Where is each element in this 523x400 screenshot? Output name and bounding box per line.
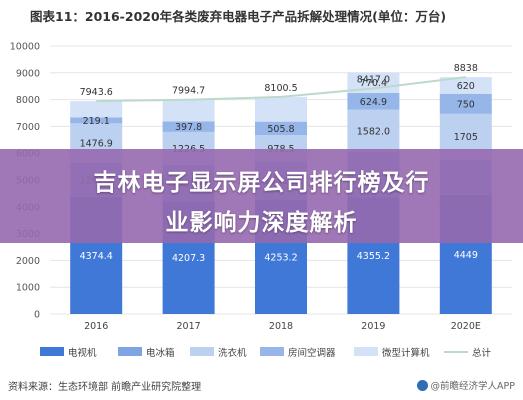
data-label: 1582.0 bbox=[357, 126, 390, 137]
total-line bbox=[96, 76, 466, 103]
bar-segment bbox=[347, 109, 400, 153]
bar-segment bbox=[439, 77, 492, 94]
data-label: 770.4 bbox=[360, 78, 387, 89]
legend-swatch bbox=[260, 347, 284, 356]
legend-label: 总计 bbox=[472, 347, 492, 359]
brand-credit: @前瞻经济学人APP bbox=[416, 378, 515, 392]
data-label: 505.8 bbox=[267, 124, 294, 135]
data-label: 219.1 bbox=[83, 116, 110, 127]
y-tick-label: 10000 bbox=[10, 42, 40, 53]
total-label: 8100.5 bbox=[264, 83, 297, 94]
y-tick-label: 2000 bbox=[16, 256, 40, 267]
legend-swatch bbox=[190, 347, 214, 356]
bar-segment bbox=[162, 99, 215, 122]
y-tick-label: 8000 bbox=[16, 95, 40, 106]
brand-logo-icon bbox=[416, 380, 428, 391]
source-note: 资料来源：生态环境部 前瞻产业研究院整理 bbox=[8, 382, 202, 393]
bar-segment bbox=[70, 101, 123, 118]
data-label: 4207.3 bbox=[172, 253, 205, 264]
data-label: 4253.2 bbox=[264, 253, 297, 264]
y-tick-label: 0 bbox=[34, 310, 40, 321]
bar-segment bbox=[255, 96, 307, 122]
brand-text: @前瞻经济学人APP bbox=[430, 381, 515, 392]
data-label: 4374.4 bbox=[80, 251, 113, 262]
x-tick-label: 2018 bbox=[269, 321, 293, 332]
legend-label: 微型计算机 bbox=[382, 347, 430, 359]
bar-segment bbox=[439, 93, 492, 114]
x-tick-label: 2017 bbox=[177, 321, 201, 332]
overlay-banner bbox=[0, 149, 523, 243]
legend-label: 房间空调器 bbox=[288, 347, 336, 359]
data-labels: 4374.41262.91476.9219.17943.64207.31359.… bbox=[80, 63, 478, 264]
x-axis: 2016 2017 2018 2019 2020E bbox=[84, 321, 481, 332]
total-label: 7943.6 bbox=[80, 87, 113, 98]
data-label: 4355.2 bbox=[357, 251, 390, 262]
x-tick-label: 2020E bbox=[451, 321, 481, 332]
y-tick-label: 9000 bbox=[16, 68, 40, 79]
chart-title: 图表11：2016-2020年各类废弃电器电子产品拆解处理情况(单位：万台) bbox=[30, 9, 447, 24]
bar-segment bbox=[162, 121, 215, 132]
legend-label: 洗衣机 bbox=[218, 347, 247, 359]
data-label: 620 bbox=[457, 81, 475, 92]
legend-swatch bbox=[354, 347, 378, 356]
y-tick-label: 7000 bbox=[16, 122, 40, 133]
total-label: 8838 bbox=[454, 63, 478, 74]
banner-headline-line1: 吉林电子显示屏公司排行榜及行 bbox=[93, 170, 430, 196]
data-label: 4449 bbox=[454, 250, 478, 261]
bar-segment bbox=[255, 121, 307, 136]
data-label: 1476.9 bbox=[80, 139, 113, 150]
legend-label: 电视机 bbox=[68, 347, 97, 359]
total-label: 8417.0 bbox=[357, 74, 390, 85]
y-tick-label: 1000 bbox=[16, 283, 40, 294]
banner-headline-line2: 业影响力深度解析 bbox=[165, 210, 358, 236]
total-label: 7994.7 bbox=[172, 86, 205, 97]
bar-segment bbox=[70, 117, 123, 124]
data-label: 397.8 bbox=[175, 122, 202, 133]
data-label: 1705 bbox=[454, 132, 478, 143]
x-tick-label: 2019 bbox=[361, 321, 385, 332]
legend-swatch bbox=[118, 347, 142, 356]
data-label: 624.9 bbox=[360, 97, 387, 108]
bar-segment bbox=[347, 72, 400, 94]
legend: 电视机 电冰箱 洗衣机 房间空调器 微型计算机 总计 bbox=[40, 347, 492, 359]
data-label: 750 bbox=[457, 99, 475, 110]
x-tick-label: 2016 bbox=[84, 321, 108, 332]
legend-swatch bbox=[40, 347, 64, 356]
bar-segment bbox=[347, 93, 400, 110]
legend-label: 电冰箱 bbox=[146, 347, 175, 359]
